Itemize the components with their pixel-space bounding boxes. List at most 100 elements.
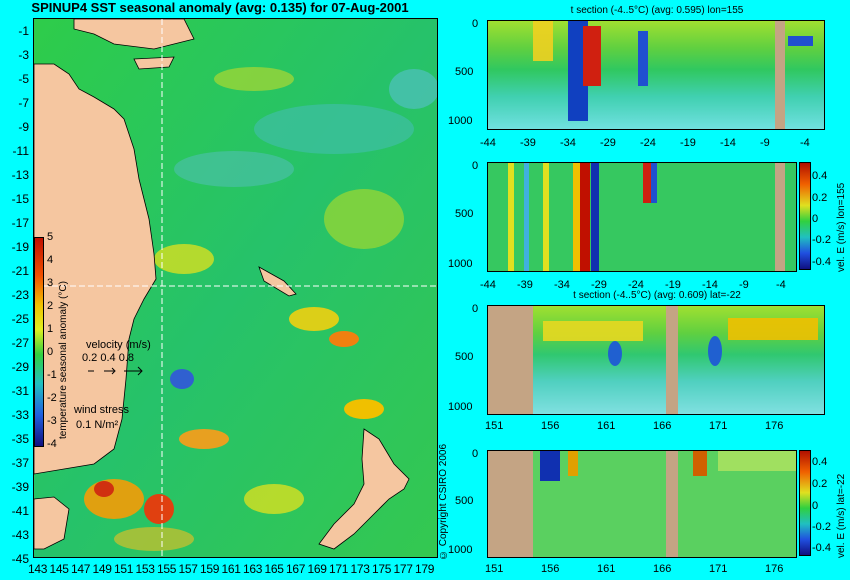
map-colorbar <box>34 237 44 447</box>
map-lat-axis: -1 -3 -5 -7 -9 -11 -13 -15 -17 -19 -21 -… <box>0 18 33 566</box>
section-v-lon[interactable] <box>487 162 797 272</box>
lon-tick: 171 <box>329 562 349 576</box>
cb-tick: 0 <box>812 500 819 512</box>
new-zealand-landmass <box>318 428 410 550</box>
y-tick: 0 <box>472 160 479 172</box>
copyright-text: © Copyright CSIRO 2006 <box>438 443 449 560</box>
lat-tick: -39 <box>11 480 29 494</box>
section-t-lon[interactable] <box>487 20 825 130</box>
map-cb-tick: -1 <box>47 369 57 381</box>
colorbar-label-v-lat: vel. E (m/s) lat=-22 <box>836 473 847 558</box>
lat-tick: -33 <box>11 408 29 422</box>
cb-tick: 0.2 <box>812 478 828 490</box>
x-tick: 176 <box>765 563 784 575</box>
y-tick: 1000 <box>448 544 473 556</box>
map-cb-tick: -3 <box>47 415 57 427</box>
x-tick: 156 <box>541 563 560 575</box>
map-cb-tick: 1 <box>47 323 54 335</box>
lon-tick: 159 <box>200 562 220 576</box>
velocity-legend-values: 0.2 0.4 0.8 <box>82 352 134 364</box>
lat-tick: -41 <box>11 504 29 518</box>
lon-tick: 143 <box>28 562 48 576</box>
cb-tick: 0.4 <box>812 170 828 182</box>
velocity-arrows-icon <box>88 366 143 376</box>
x-tick: 166 <box>653 420 672 432</box>
x-axis-v-lat: 151 156 161 166 171 176 <box>485 563 815 577</box>
lon-tick: 153 <box>135 562 155 576</box>
lon-tick: 151 <box>114 562 134 576</box>
cb-tick: 0 <box>812 213 819 225</box>
x-tick: -4 <box>776 279 786 291</box>
lat-tick: -37 <box>11 456 29 470</box>
x-tick: -24 <box>640 137 656 149</box>
x-tick: 151 <box>485 420 504 432</box>
panel-title-t-lat: t section (-4..5°C) (avg: 0.609) lat=-22 <box>573 290 741 301</box>
anomaly-blobs <box>84 67 437 551</box>
map-cb-tick: 0 <box>47 346 54 358</box>
new-caledonia-landmass <box>258 266 297 297</box>
x-tick: 171 <box>709 420 728 432</box>
lon-tick: 149 <box>92 562 112 576</box>
cb-tick: 0.4 <box>812 456 828 468</box>
lat-tick: -19 <box>11 240 29 254</box>
lon-tick: 163 <box>243 562 263 576</box>
x-tick: 156 <box>541 420 560 432</box>
x-tick: -14 <box>720 137 736 149</box>
map-title: SPINUP4 SST seasonal anomaly (avg: 0.135… <box>31 0 409 15</box>
sst-map[interactable]: 5 4 3 2 1 0 -1 -2 -3 -4 temperature seas… <box>33 18 438 558</box>
lon-tick: 161 <box>221 562 241 576</box>
map-lon-axis: 143 145 147 149 151 153 155 157 159 161 … <box>28 562 448 580</box>
x-tick: 166 <box>653 563 672 575</box>
x-tick: -14 <box>702 279 718 291</box>
cb-tick: -0.4 <box>812 256 831 268</box>
y-tick: 1000 <box>448 115 473 127</box>
lat-tick: -27 <box>11 336 29 350</box>
lat-tick: -35 <box>11 432 29 446</box>
map-cb-tick: 3 <box>47 277 54 289</box>
lon-tick: 167 <box>286 562 306 576</box>
colorbar-v-lat <box>799 450 811 556</box>
lat-tick: -13 <box>11 168 29 182</box>
x-tick: -44 <box>480 137 496 149</box>
x-tick: -4 <box>800 137 810 149</box>
lon-tick: 155 <box>157 562 177 576</box>
panel-title-t-lon: t section (-4..5°C) (avg: 0.595) lon=155 <box>570 5 744 16</box>
x-tick: 151 <box>485 563 504 575</box>
lon-tick: 145 <box>49 562 69 576</box>
y-tick: 500 <box>455 351 474 363</box>
lat-tick: -45 <box>11 552 29 566</box>
colorbar-v-lon <box>799 162 811 270</box>
x-tick: -29 <box>591 279 607 291</box>
x-tick: 171 <box>709 563 728 575</box>
lat-tick: -17 <box>11 216 29 230</box>
lon-tick: 169 <box>307 562 327 576</box>
lat-tick: -3 <box>18 48 29 62</box>
x-tick: -44 <box>480 279 496 291</box>
y-tick: 500 <box>455 495 474 507</box>
lon-tick: 179 <box>415 562 435 576</box>
tasmania-landmass <box>34 496 70 550</box>
section-v-lat[interactable] <box>487 450 797 558</box>
sst-map-canvas <box>34 19 437 557</box>
lon-tick: 157 <box>178 562 198 576</box>
x-axis-v-lon: -44 -39 -34 -29 -24 -19 -14 -9 -4 <box>480 279 810 293</box>
x-tick: -34 <box>560 137 576 149</box>
x-tick: -9 <box>739 279 749 291</box>
cb-tick: -0.2 <box>812 234 831 246</box>
lon-tick: 177 <box>393 562 413 576</box>
x-tick: -9 <box>760 137 770 149</box>
x-tick: -19 <box>680 137 696 149</box>
map-colorbar-label: temperature seasonal anomaly (°C) <box>58 281 69 439</box>
y-tick: 1000 <box>448 401 473 413</box>
x-tick: -39 <box>517 279 533 291</box>
y-tick: 0 <box>472 448 479 460</box>
x-tick: -34 <box>554 279 570 291</box>
y-tick: 0 <box>472 303 479 315</box>
section-t-lat[interactable] <box>487 305 825 415</box>
x-axis-t-lon: -44 -39 -34 -29 -24 -19 -14 -9 -4 <box>480 137 840 151</box>
map-cb-tick: -2 <box>47 392 57 404</box>
y-tick: 500 <box>455 66 474 78</box>
lat-tick: -23 <box>11 288 29 302</box>
map-cb-tick: 4 <box>47 254 54 266</box>
lat-tick: -25 <box>11 312 29 326</box>
